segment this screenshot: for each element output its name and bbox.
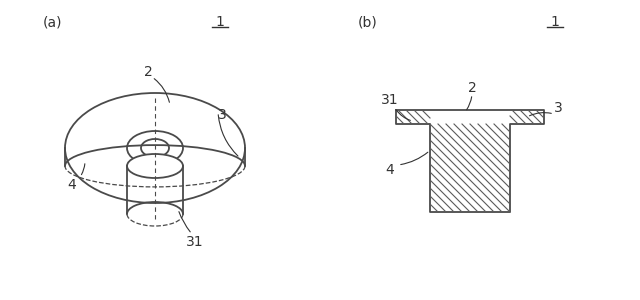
Text: 4: 4 xyxy=(386,163,394,177)
Text: 3: 3 xyxy=(554,101,563,115)
Text: (a): (a) xyxy=(42,15,61,29)
Text: 3: 3 xyxy=(218,108,227,122)
Text: 4: 4 xyxy=(68,178,76,192)
Text: 1: 1 xyxy=(216,15,225,29)
Text: 1: 1 xyxy=(550,15,559,29)
Text: 2: 2 xyxy=(143,65,152,79)
Text: 2: 2 xyxy=(468,81,476,95)
Ellipse shape xyxy=(127,154,183,178)
Text: 31: 31 xyxy=(381,93,399,107)
Text: (b): (b) xyxy=(358,15,378,29)
Text: 31: 31 xyxy=(186,235,204,249)
